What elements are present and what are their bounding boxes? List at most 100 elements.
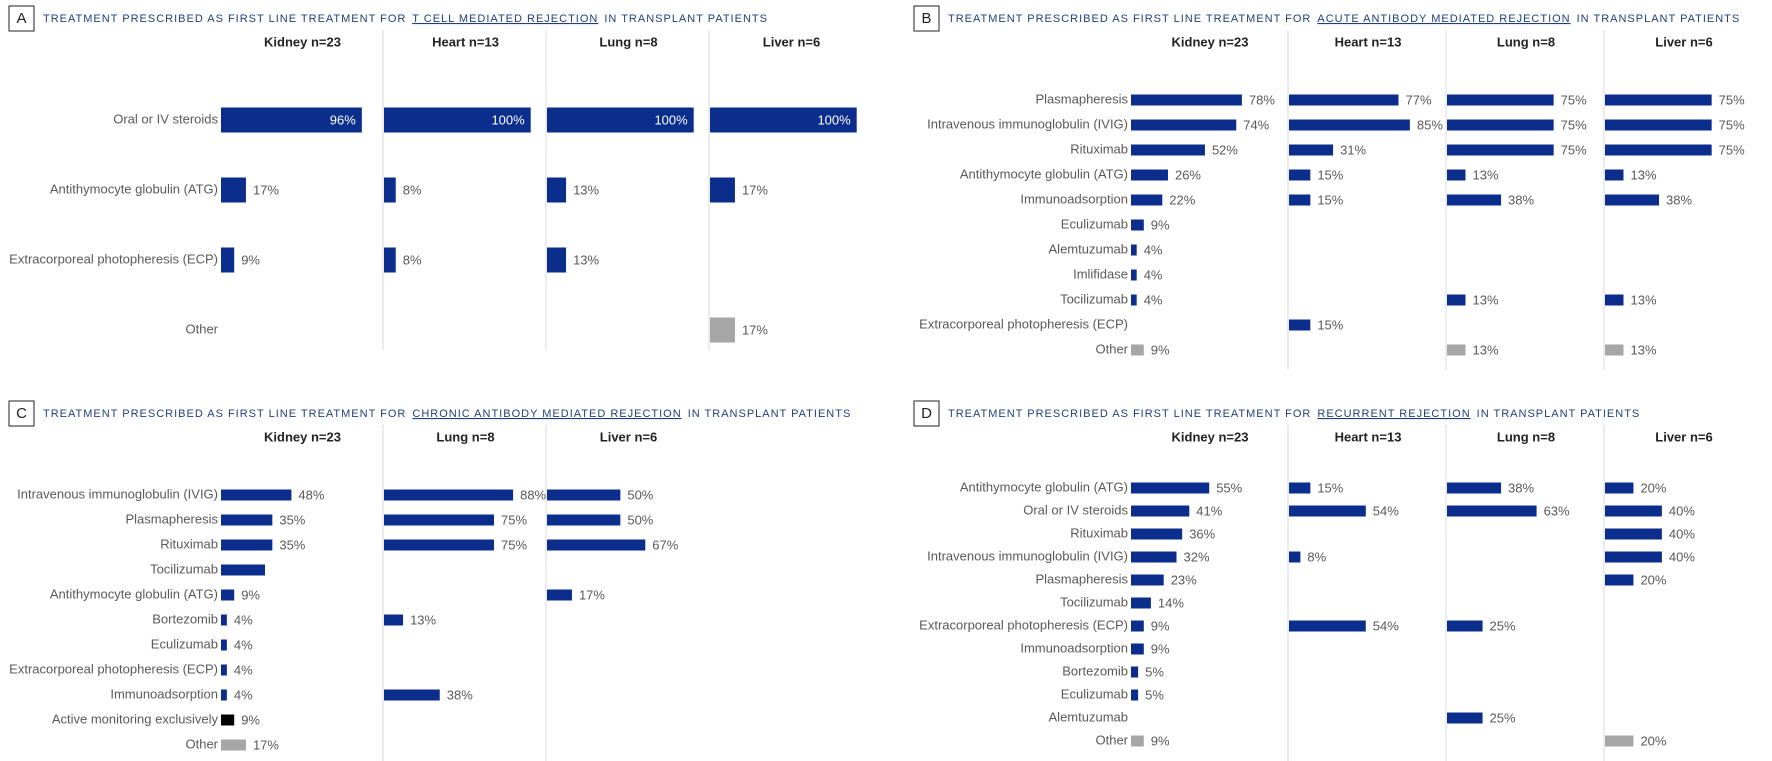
bar — [1131, 666, 1139, 678]
category-label: Eculizumab — [1061, 216, 1128, 231]
bar — [1131, 119, 1237, 131]
value-label: 54% — [1373, 503, 1399, 518]
bar — [1605, 735, 1634, 747]
category-label: Tocilizumab — [1060, 291, 1128, 306]
category-label: Immunoadsorption — [1020, 640, 1128, 655]
bar — [1605, 169, 1624, 181]
bar — [1289, 169, 1311, 181]
value-label: 54% — [1373, 618, 1399, 633]
title-highlight: T CELL MEDIATED REJECTION — [412, 13, 598, 25]
bar — [1131, 294, 1137, 306]
value-label: 75% — [1561, 117, 1587, 132]
bar — [1131, 219, 1144, 231]
category-label: Immunoadsorption — [110, 686, 218, 701]
bar — [1289, 505, 1366, 517]
bar — [221, 489, 292, 501]
value-label: 100% — [491, 112, 525, 127]
bar — [1447, 119, 1554, 131]
panel: C TREATMENT PRESCRIBED AS FIRST LINE TREA… — [8, 400, 850, 761]
category-label: Plasmapheresis — [126, 511, 219, 526]
title-highlight: RECURRENT REJECTION — [1317, 408, 1470, 420]
category-label: Intravenous immunoglobulin (IVIG) — [927, 116, 1128, 131]
category-label: Extracorporeal photopheresis (ECP) — [9, 661, 218, 676]
column-header: Lung n=8 — [1497, 34, 1555, 49]
bar — [221, 739, 246, 751]
column-header: Kidney n=23 — [1172, 429, 1249, 444]
column-header: Kidney n=23 — [264, 429, 341, 444]
value-label: 25% — [1490, 618, 1516, 633]
value-label: 74% — [1243, 117, 1269, 132]
bar — [384, 107, 531, 133]
panel: A TREATMENT PRESCRIBED AS FIRST LINE TREA… — [8, 5, 857, 350]
bar — [221, 714, 235, 726]
value-label: 67% — [652, 537, 678, 552]
value-label: 13% — [1472, 292, 1498, 307]
value-label: 9% — [241, 252, 260, 267]
bar — [1289, 94, 1399, 106]
value-label: 13% — [1472, 342, 1498, 357]
panel-letter: C — [16, 405, 27, 422]
category-label: Extracorporeal photopheresis (ECP) — [9, 251, 218, 266]
value-label: 15% — [1317, 192, 1343, 207]
bar — [547, 539, 646, 551]
bar — [1131, 505, 1190, 517]
category-label: Immunoadsorption — [1020, 191, 1128, 206]
bar — [1289, 144, 1334, 156]
category-label: Imlifidase — [1073, 266, 1128, 281]
bar — [1447, 712, 1483, 724]
title-text: TREATMENT PRESCRIBED AS FIRST LINE TREAT… — [948, 408, 1311, 420]
value-label: 4% — [1144, 292, 1163, 307]
value-label: 52% — [1212, 142, 1238, 157]
bar — [384, 514, 495, 526]
column-header: Lung n=8 — [436, 429, 494, 444]
bar — [1131, 482, 1210, 494]
bar — [1605, 294, 1624, 306]
bar — [1131, 689, 1139, 701]
bar — [1605, 94, 1712, 106]
category-label: Other — [185, 321, 218, 336]
value-label: 36% — [1189, 526, 1215, 541]
category-label: Plasmapheresis — [1036, 91, 1129, 106]
bar — [384, 689, 440, 701]
value-label: 20% — [1640, 572, 1666, 587]
value-label: 9% — [241, 587, 260, 602]
bar — [1605, 344, 1624, 356]
title-suffix: IN TRANSPLANT PATIENTS — [604, 13, 768, 25]
value-label: 9% — [1151, 641, 1170, 656]
bar — [1605, 482, 1634, 494]
bar — [1605, 505, 1662, 517]
category-label: Oral or IV steroids — [1023, 502, 1128, 517]
value-label: 4% — [234, 612, 253, 627]
panel-title: TREATMENT PRESCRIBED AS FIRST LINE TREAT… — [948, 408, 1640, 420]
bar — [547, 247, 567, 273]
title-text: TREATMENT PRESCRIBED AS FIRST LINE TREAT… — [43, 13, 406, 25]
value-label: 25% — [1490, 710, 1516, 725]
category-label: Other — [1095, 732, 1128, 747]
bar — [1605, 574, 1634, 586]
bar — [1447, 94, 1554, 106]
value-label: 38% — [1666, 192, 1692, 207]
value-label: 75% — [501, 537, 527, 552]
bar — [221, 639, 227, 651]
value-label: 13% — [410, 612, 436, 627]
value-label: 40% — [1669, 549, 1695, 564]
bar — [1447, 344, 1466, 356]
panel-letter: A — [16, 10, 26, 27]
value-label: 75% — [1561, 142, 1587, 157]
bar — [1131, 194, 1163, 206]
bar — [547, 514, 621, 526]
panel: B TREATMENT PRESCRIBED AS FIRST LINE TREA… — [913, 5, 1745, 370]
bar — [1131, 643, 1144, 655]
category-label: Eculizumab — [1061, 686, 1128, 701]
bar — [547, 107, 694, 133]
bar — [1447, 294, 1466, 306]
value-label: 4% — [234, 687, 253, 702]
value-label: 23% — [1171, 572, 1197, 587]
value-label: 38% — [447, 687, 473, 702]
value-label: 26% — [1175, 167, 1201, 182]
value-label: 4% — [1144, 267, 1163, 282]
value-label: 38% — [1508, 480, 1534, 495]
bar — [1131, 94, 1242, 106]
